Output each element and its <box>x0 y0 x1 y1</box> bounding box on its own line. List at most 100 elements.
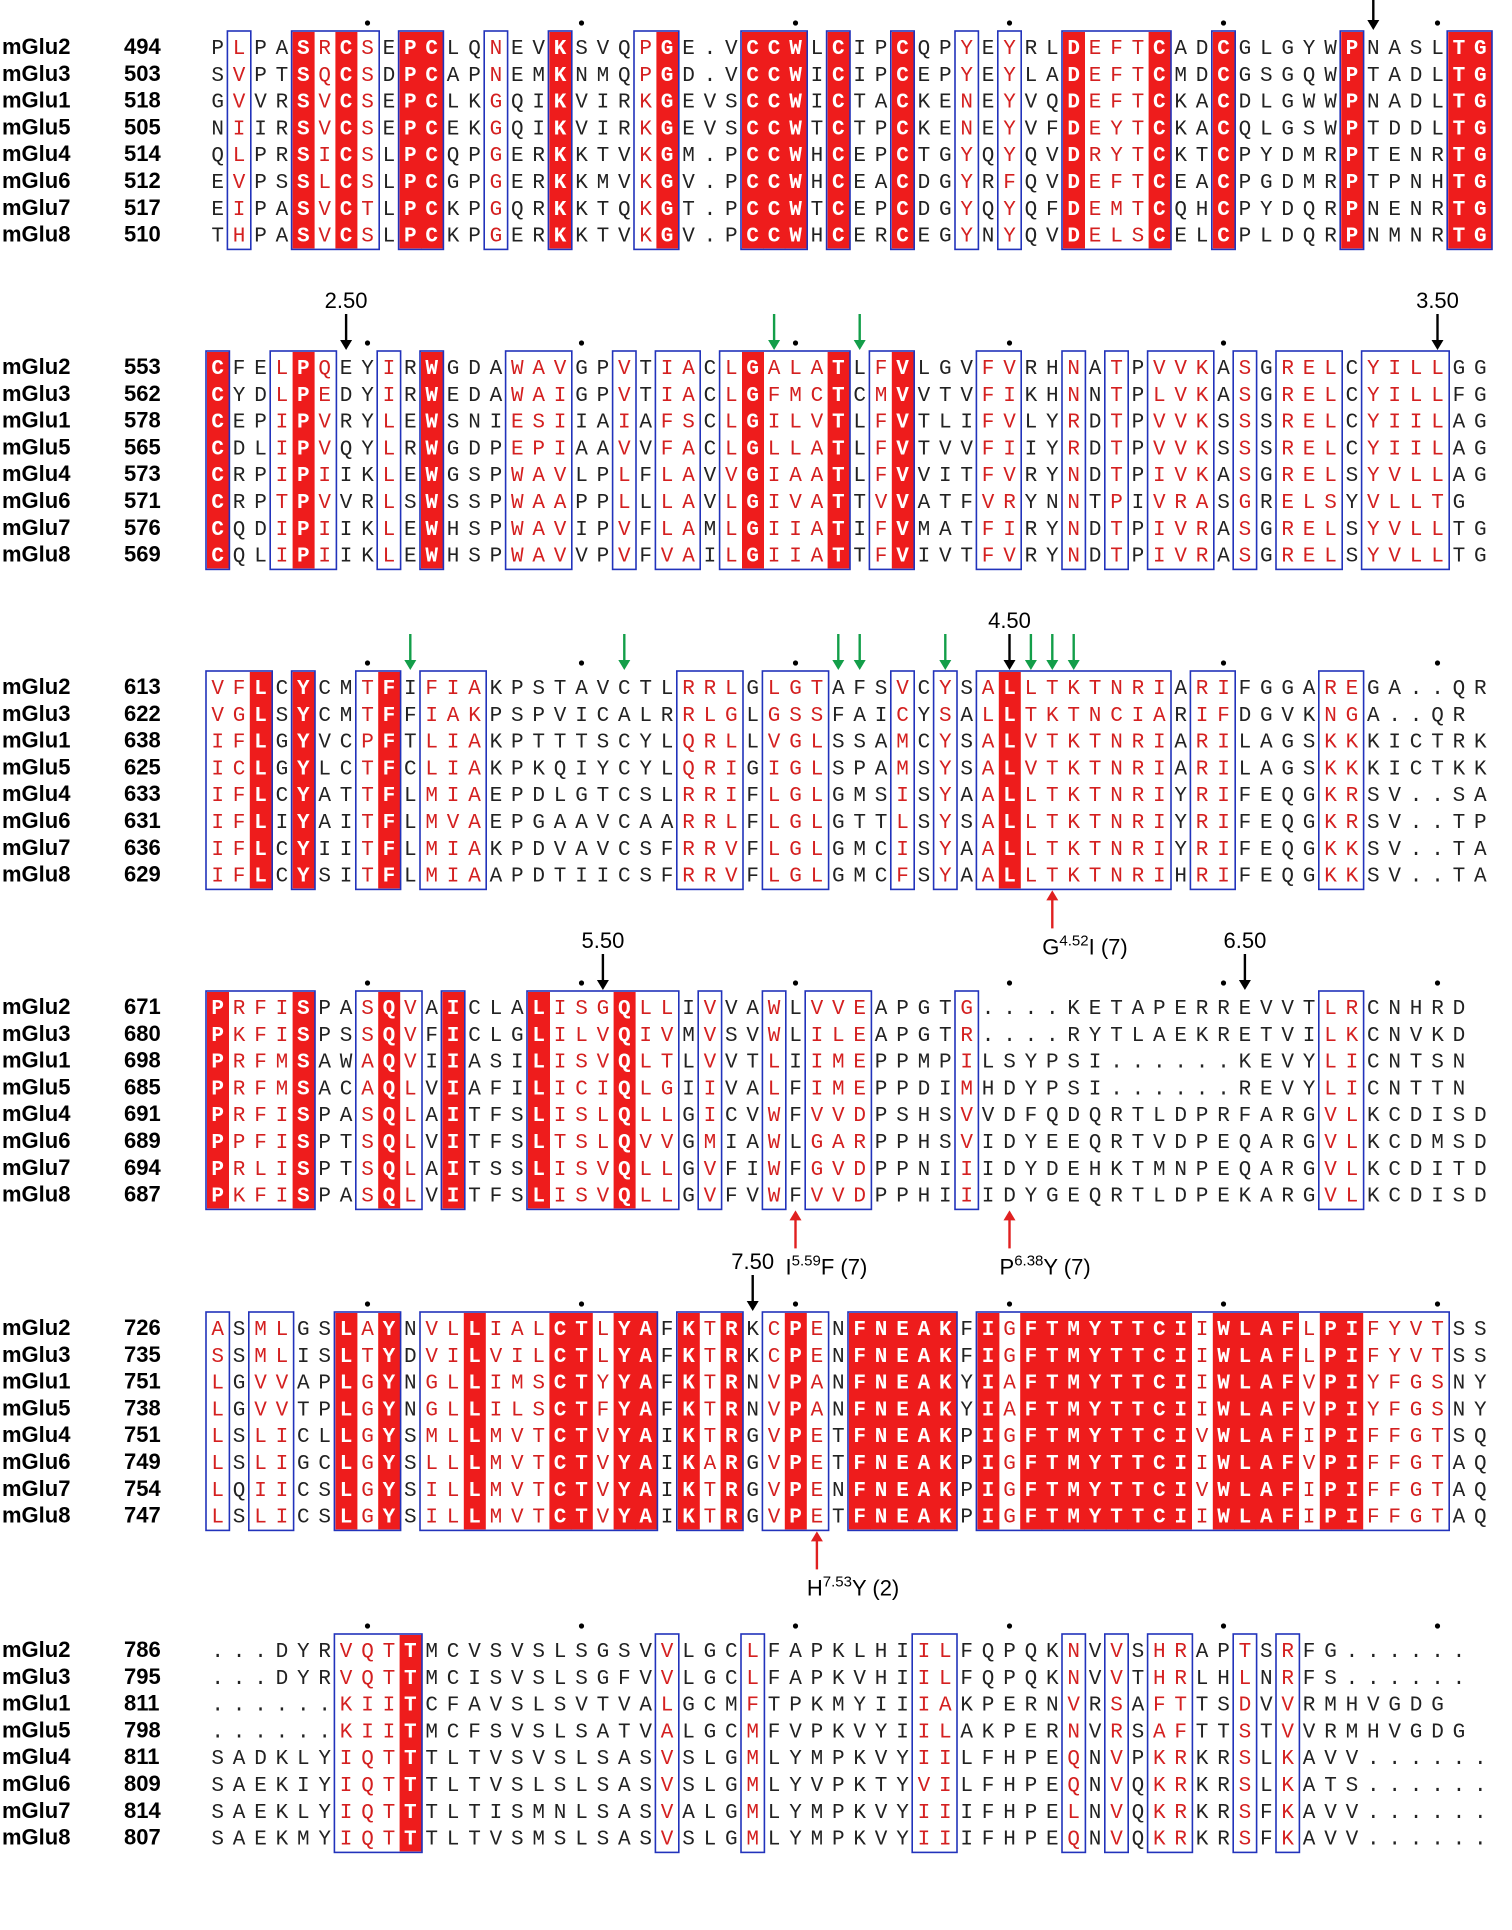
residue: G <box>447 465 460 488</box>
residue: A <box>1003 1399 1016 1422</box>
residue: N <box>1367 199 1380 222</box>
residue: W <box>768 1132 781 1155</box>
residue: Y <box>1346 492 1359 515</box>
residue: G <box>918 998 931 1021</box>
residue: W <box>789 65 802 88</box>
residue: I <box>318 465 331 488</box>
residue: L <box>639 1078 652 1101</box>
residue: L <box>254 732 267 755</box>
residue: R <box>1196 998 1209 1021</box>
residue: G <box>789 678 802 701</box>
residue: F <box>1239 866 1252 889</box>
residue: G <box>704 1668 717 1691</box>
residue: . <box>1410 812 1423 835</box>
residue: . <box>1388 1641 1401 1664</box>
residue: S <box>1110 1695 1123 1718</box>
residue: Q <box>618 1078 631 1101</box>
residue: V <box>318 226 331 249</box>
residue: F <box>1281 1480 1294 1503</box>
residue: I <box>1303 1480 1316 1503</box>
residue: M <box>1110 199 1123 222</box>
residue: T <box>340 1159 353 1182</box>
residue: C <box>554 1507 567 1530</box>
residue: E <box>982 118 995 141</box>
residue: V <box>575 1695 588 1718</box>
identity-column-bg <box>1170 1313 1192 1530</box>
residue: Q <box>383 1052 396 1075</box>
residue: P <box>511 866 524 889</box>
residue: F <box>254 1186 267 1209</box>
identity-column-bg <box>378 672 401 889</box>
residue: Y <box>960 1373 973 1396</box>
residue: R <box>318 1641 331 1664</box>
residue: Y <box>789 1802 802 1825</box>
residue: W <box>1217 1453 1230 1476</box>
residue: N <box>1410 199 1423 222</box>
residue: A <box>1388 38 1401 61</box>
residue: F <box>425 1025 438 1048</box>
residue: F <box>661 412 674 435</box>
residue: C <box>1153 118 1166 141</box>
residue: S <box>1367 839 1380 862</box>
residue: I <box>276 1453 289 1476</box>
residue: F <box>1367 1346 1380 1369</box>
residue: . <box>1388 1802 1401 1825</box>
residue: G <box>960 998 973 1021</box>
residue: K <box>1196 358 1209 381</box>
residue: I <box>811 92 824 115</box>
residue: D <box>1046 1159 1059 1182</box>
residue: S <box>1303 732 1316 755</box>
residue: M <box>875 385 888 408</box>
residue: M <box>1067 1319 1080 1342</box>
residue: I <box>1217 839 1230 862</box>
residue: G <box>746 358 759 381</box>
sequence-name: mGlu8 <box>2 1503 70 1528</box>
residue: T <box>1174 1695 1187 1718</box>
residue: G <box>1281 678 1294 701</box>
residue: Y <box>618 1373 631 1396</box>
residue: T <box>960 546 973 569</box>
residue: V <box>875 492 888 515</box>
residue: R <box>276 145 289 168</box>
residue: L <box>661 998 674 1021</box>
residue: W <box>425 438 438 461</box>
residue: C <box>768 199 781 222</box>
residue: S <box>532 412 545 435</box>
residue: Y <box>960 38 973 61</box>
residue: P <box>1132 1748 1145 1771</box>
residue: C <box>1153 1426 1166 1449</box>
residue: Y <box>1025 1159 1038 1182</box>
residue: G <box>746 1453 759 1476</box>
residue: I <box>896 1641 909 1664</box>
residue: T <box>1110 1373 1123 1396</box>
residue: Y <box>639 758 652 781</box>
residue: T <box>468 1105 481 1128</box>
residue: V <box>1025 732 1038 755</box>
conservation-box <box>376 350 402 571</box>
residue: I <box>447 1132 460 1155</box>
residue: T <box>832 412 845 435</box>
residue: L <box>939 1668 952 1691</box>
residue: S <box>490 1159 503 1182</box>
residue: T <box>1453 226 1466 249</box>
residue: I <box>1410 412 1423 435</box>
residue: R <box>1132 866 1145 889</box>
sequence-start-position: 685 <box>124 1074 161 1099</box>
residue: D <box>1067 38 1080 61</box>
residue: P <box>597 546 610 569</box>
residue: T <box>832 1426 845 1449</box>
residue: L <box>340 1319 353 1342</box>
residue: K <box>554 92 567 115</box>
residue: L <box>425 732 438 755</box>
residue: G <box>661 1078 674 1101</box>
residue: F <box>1174 1721 1187 1744</box>
residue: D <box>404 1346 417 1369</box>
residue: T <box>704 1346 717 1369</box>
residue: C <box>1153 199 1166 222</box>
identity-column-bg <box>421 32 443 249</box>
residue: L <box>811 732 824 755</box>
residue: F <box>233 678 246 701</box>
residue: I <box>340 1775 353 1798</box>
residue: I <box>425 705 438 728</box>
residue: T <box>1046 1373 1059 1396</box>
